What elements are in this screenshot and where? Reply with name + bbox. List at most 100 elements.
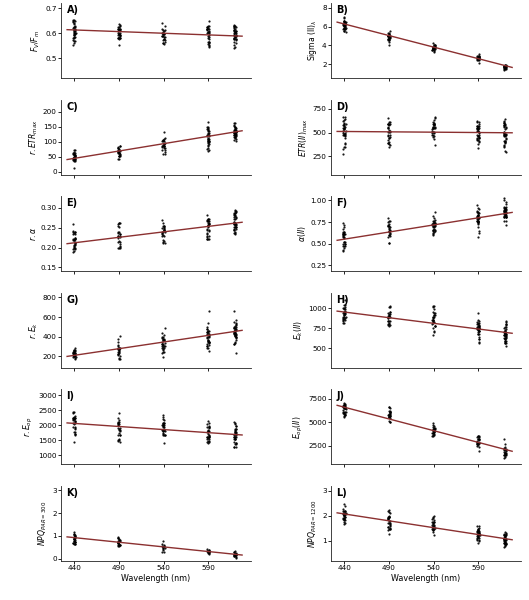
- Point: [159, 422, 167, 432]
- Point: [159, 141, 167, 151]
- Point: [158, 149, 167, 159]
- Point: [428, 130, 437, 139]
- Point: [69, 23, 77, 32]
- Point: [475, 52, 484, 62]
- Point: [204, 220, 212, 230]
- Point: [341, 128, 349, 137]
- Point: [341, 410, 349, 419]
- Point: [232, 329, 240, 338]
- Point: [385, 35, 393, 45]
- Point: [204, 214, 212, 223]
- Point: [70, 536, 78, 546]
- Point: [70, 229, 79, 238]
- Point: [71, 354, 79, 364]
- Point: [500, 326, 509, 336]
- Point: [341, 302, 349, 311]
- Point: [114, 223, 123, 232]
- Point: [385, 230, 393, 239]
- Point: [386, 407, 395, 417]
- Point: [502, 316, 510, 326]
- Point: [70, 427, 78, 437]
- Point: [475, 53, 484, 62]
- Point: [339, 220, 348, 230]
- Point: [501, 204, 509, 214]
- Point: [158, 221, 167, 231]
- Point: [500, 337, 509, 346]
- Point: [232, 349, 240, 358]
- Point: [116, 239, 124, 248]
- Point: [70, 38, 78, 48]
- Point: [70, 227, 79, 237]
- Point: [428, 520, 436, 530]
- Point: [473, 200, 481, 210]
- Point: [70, 424, 79, 434]
- Point: [475, 527, 483, 537]
- Point: [115, 146, 124, 156]
- Point: [115, 24, 124, 34]
- Point: [475, 131, 483, 140]
- Point: [159, 426, 167, 436]
- Point: [501, 204, 509, 214]
- Point: [501, 540, 509, 550]
- Point: [473, 121, 481, 130]
- Point: [231, 28, 239, 38]
- Point: [501, 449, 509, 458]
- Point: [159, 140, 167, 150]
- Point: [340, 16, 348, 25]
- Point: [499, 453, 508, 463]
- Point: [501, 134, 510, 144]
- Point: [474, 210, 482, 220]
- Point: [502, 210, 510, 220]
- Point: [69, 535, 78, 544]
- Point: [71, 238, 79, 247]
- Y-axis label: $F_V/F_m$: $F_V/F_m$: [30, 29, 42, 52]
- Point: [232, 551, 240, 560]
- Point: [70, 22, 78, 31]
- Point: [70, 429, 79, 439]
- Point: [501, 341, 510, 351]
- Point: [204, 430, 212, 439]
- Point: [203, 546, 211, 556]
- Point: [430, 310, 438, 319]
- Point: [474, 56, 482, 65]
- Point: [232, 30, 240, 40]
- Point: [71, 151, 79, 160]
- Point: [502, 130, 510, 139]
- Point: [160, 141, 168, 151]
- Point: [205, 231, 213, 241]
- Point: [159, 420, 168, 430]
- Point: [501, 320, 510, 329]
- Point: [500, 323, 509, 333]
- Point: [115, 343, 124, 353]
- Point: [71, 530, 79, 540]
- Point: [474, 324, 482, 334]
- Point: [204, 328, 213, 338]
- Point: [501, 120, 509, 130]
- Point: [385, 505, 393, 515]
- Point: [341, 131, 350, 141]
- Point: [340, 304, 348, 314]
- Point: [71, 234, 79, 244]
- Point: [502, 61, 510, 71]
- Point: [158, 232, 167, 241]
- Point: [70, 28, 79, 38]
- Point: [430, 120, 439, 130]
- Point: [205, 24, 213, 34]
- Point: [430, 429, 438, 439]
- Point: [116, 218, 124, 228]
- Point: [204, 40, 213, 49]
- Point: [114, 533, 122, 542]
- Point: [340, 124, 348, 133]
- Point: [384, 512, 392, 522]
- Point: [339, 514, 348, 524]
- Point: [475, 439, 483, 448]
- Point: [431, 113, 439, 123]
- Point: [205, 137, 213, 146]
- Point: [70, 532, 79, 541]
- Point: [475, 320, 483, 330]
- Point: [70, 415, 78, 424]
- Point: [230, 427, 239, 436]
- Point: [204, 426, 212, 436]
- Point: [501, 329, 510, 338]
- Point: [232, 433, 240, 442]
